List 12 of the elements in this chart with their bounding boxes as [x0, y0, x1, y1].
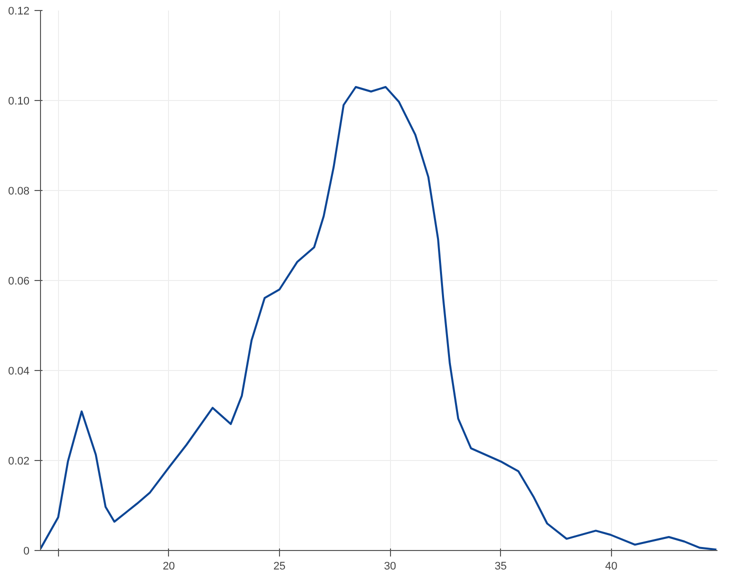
y-tick-label: 0: [23, 546, 30, 558]
y-tick-label: 0.08: [8, 186, 30, 198]
y-tick-label: 0.04: [8, 366, 30, 378]
x-tick-label: 35: [494, 560, 507, 572]
y-tick-label: 0.12: [8, 6, 30, 18]
x-tick-label: 25: [273, 560, 286, 572]
x-tick-label: 20: [162, 560, 175, 572]
y-tick-label: 0.02: [8, 456, 30, 468]
x-tick-label: 40: [605, 560, 618, 572]
y-tick-label: 0.10: [8, 96, 30, 108]
x-tick-label: 30: [384, 560, 396, 572]
y-tick-label: 0.06: [8, 276, 30, 288]
